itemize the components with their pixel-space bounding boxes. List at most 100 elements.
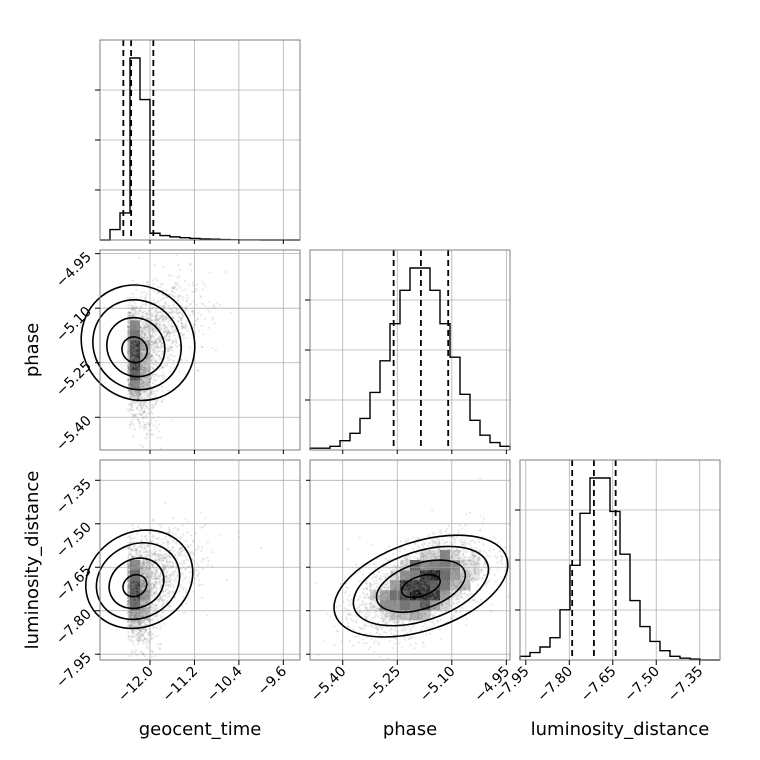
sample-point <box>170 321 173 324</box>
sample-point <box>143 337 146 340</box>
sample-point <box>128 357 131 360</box>
sample-point <box>127 339 130 343</box>
sample-point <box>133 370 136 373</box>
sample-point <box>129 340 132 343</box>
sample-point <box>193 311 196 314</box>
sample-point <box>133 371 136 374</box>
sample-point <box>158 578 161 581</box>
sample-point <box>130 369 133 372</box>
sample-point <box>136 327 139 330</box>
sample-point <box>137 392 141 395</box>
sample-point <box>133 364 136 368</box>
sample-point <box>135 359 138 363</box>
sample-point <box>144 400 147 404</box>
density-cell <box>130 320 141 331</box>
sample-point <box>134 340 137 344</box>
sample-point <box>128 362 131 365</box>
sample-point <box>132 348 135 352</box>
sample-point <box>162 289 165 292</box>
sample-point <box>142 385 146 388</box>
sample-point <box>194 532 197 535</box>
sample-point <box>127 322 131 325</box>
sample-point <box>130 351 133 355</box>
sample-point <box>128 333 131 336</box>
sample-point <box>129 376 132 380</box>
sample-point <box>128 355 132 358</box>
sample-point <box>130 345 133 349</box>
sample-point <box>142 368 145 372</box>
sample-point <box>154 319 157 322</box>
sample-point <box>133 343 136 346</box>
sample-point <box>131 344 135 347</box>
sample-point <box>130 359 133 362</box>
sample-point <box>133 345 136 348</box>
sample-point <box>186 329 189 332</box>
density-cell <box>140 340 151 351</box>
sample-point <box>130 393 133 396</box>
sample-point <box>132 340 136 343</box>
sample-point <box>161 366 164 370</box>
sample-point <box>203 282 206 285</box>
sample-point <box>130 402 133 405</box>
sample-point <box>147 316 150 319</box>
sample-point <box>131 314 134 317</box>
sample-point <box>130 308 133 311</box>
sample-point <box>132 356 135 359</box>
sample-point <box>144 397 147 400</box>
sample-point <box>135 359 138 362</box>
sample-point <box>130 308 134 311</box>
sample-point <box>200 280 204 283</box>
sample-point <box>161 314 164 318</box>
sample-point <box>182 333 185 336</box>
sample-point <box>129 354 132 357</box>
sample-point <box>139 326 142 329</box>
sample-point <box>166 587 169 590</box>
sample-point <box>143 353 146 356</box>
sample-point <box>159 346 162 349</box>
sample-point <box>144 316 148 320</box>
sample-point <box>147 397 150 400</box>
sample-point <box>153 393 156 396</box>
sample-point <box>137 310 140 313</box>
sample-point <box>150 410 153 413</box>
sample-point <box>157 311 160 314</box>
sample-point <box>137 358 140 361</box>
sample-point <box>129 314 132 317</box>
sample-point <box>178 344 181 347</box>
sample-point <box>126 325 130 328</box>
sample-point <box>138 370 141 373</box>
sample-point <box>129 326 132 330</box>
sample-point <box>204 317 207 321</box>
sample-point <box>163 323 166 326</box>
sample-point <box>161 324 164 327</box>
sample-point <box>134 341 137 344</box>
sample-point <box>127 330 130 334</box>
sample-point <box>131 356 134 359</box>
sample-point <box>138 378 141 381</box>
sample-point <box>129 402 132 405</box>
sample-point <box>193 314 196 318</box>
sample-point <box>129 331 132 334</box>
sample-point <box>178 562 182 565</box>
density-cell <box>140 350 151 361</box>
sample-point <box>132 328 135 331</box>
sample-point <box>192 300 195 303</box>
sample-point <box>132 390 135 393</box>
sample-point <box>170 274 173 277</box>
sample-point <box>174 553 177 556</box>
density-cell <box>440 550 451 561</box>
sample-point <box>136 341 140 344</box>
sample-point <box>131 314 134 317</box>
sample-point <box>169 577 172 580</box>
sample-point <box>130 323 133 326</box>
sample-point <box>132 385 135 388</box>
sample-point <box>131 339 135 342</box>
sample-point <box>129 408 132 411</box>
sample-point <box>139 344 142 348</box>
sample-point <box>148 628 151 631</box>
sample-point <box>133 308 136 311</box>
sample-point <box>185 558 188 561</box>
sample-point <box>168 311 172 314</box>
sample-point <box>191 309 194 313</box>
sample-point <box>137 371 141 375</box>
